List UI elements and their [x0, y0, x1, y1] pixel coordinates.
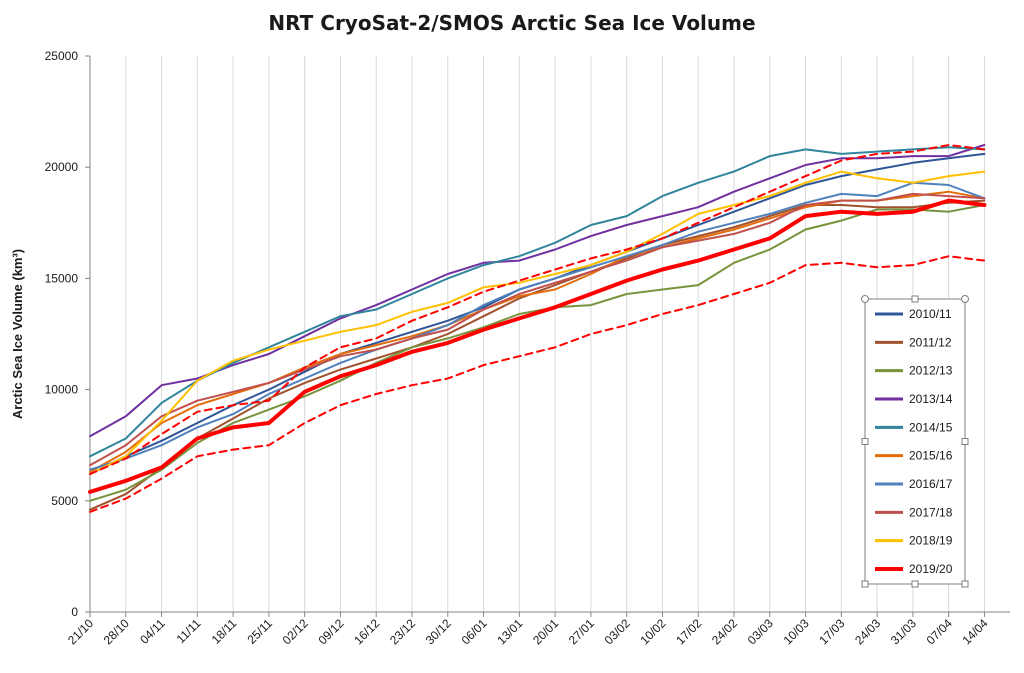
legend-resize-handle[interactable]	[861, 295, 869, 303]
x-tick-label: 18/11	[209, 616, 240, 647]
series-line-2017-18	[89, 192, 986, 467]
y-tick-label: 20000	[45, 160, 79, 174]
series-line-2013-14	[89, 144, 986, 438]
x-tick-label: 07/04	[924, 616, 955, 647]
x-tick-label: 16/12	[351, 616, 382, 647]
series-line-2014-15	[89, 146, 986, 458]
x-tick-label: 27/01	[566, 616, 597, 647]
x-tick-label: 03/03	[745, 616, 776, 647]
legend-resize-handle[interactable]	[861, 580, 869, 588]
legend-label: 2012/13	[909, 364, 953, 378]
series-line-dashed	[89, 144, 986, 476]
y-ticks: 0 5000 10000 15000 20000 25000	[45, 49, 79, 619]
legend-resize-handle[interactable]	[961, 580, 969, 588]
grid	[89, 56, 985, 612]
y-tick-label: 5000	[51, 494, 78, 508]
x-tick-label: 10/02	[637, 616, 668, 647]
legend-resize-handle[interactable]	[961, 438, 969, 445]
series-line-2018-19	[89, 170, 986, 476]
x-tick-label: 10/03	[781, 616, 812, 647]
series-line-2011-12	[89, 199, 986, 511]
legend-label: 2010/11	[909, 307, 952, 321]
x-tick-label: 24/03	[852, 616, 883, 647]
x-tick-label: 13/01	[494, 616, 525, 647]
series-lines	[88, 144, 987, 513]
x-tick-label: 03/02	[602, 616, 633, 647]
x-tick-label: 17/02	[673, 616, 704, 647]
x-tick-label: 25/11	[245, 616, 276, 647]
x-tick-label: 31/03	[888, 616, 919, 647]
y-tick-label: 0	[71, 605, 78, 619]
legend-resize-handle[interactable]	[911, 580, 919, 588]
legend-label: 2016/17	[909, 477, 953, 491]
y-tick-label: 10000	[45, 383, 79, 397]
x-tick-label: 28/10	[101, 616, 132, 647]
x-tick-label: 20/01	[530, 616, 561, 647]
x-ticks: 21/10 28/10 04/11 11/11 18/11 25/11 02/12 09/12…	[65, 616, 991, 647]
x-tick-label: 06/01	[459, 616, 490, 647]
x-tick-label: 09/12	[315, 616, 346, 647]
y-axis-label: Arctic Sea Ice Volume (km³)	[10, 249, 25, 419]
legend-label: 2015/16	[909, 449, 953, 463]
x-tick-label: 02/12	[280, 616, 311, 647]
legend-resize-handle[interactable]	[861, 438, 869, 445]
x-tick-label: 21/10	[65, 616, 96, 647]
x-tick-label: 14/04	[959, 616, 990, 647]
axes	[85, 55, 1010, 617]
legend-label: 2011/12	[909, 335, 952, 349]
series-line-2016-17	[89, 181, 986, 471]
legend-resize-handle[interactable]	[961, 295, 969, 303]
legend-label: 2014/15	[909, 420, 953, 434]
legend-label: 2017/18	[909, 505, 953, 519]
chart-title: NRT CryoSat-2/SMOS Arctic Sea Ice Volume	[268, 11, 755, 35]
x-tick-label: 11/11	[174, 616, 204, 646]
legend-resize-handle[interactable]	[911, 295, 919, 303]
legend[interactable]: 2010/11 2011/12 2012/13 2013/14 2014/15 2015/…	[861, 295, 969, 588]
series-line-2019-20	[88, 198, 987, 494]
legend-label: 2019/20	[909, 562, 953, 576]
x-tick-label: 24/02	[709, 616, 740, 647]
legend-label: 2013/14	[909, 392, 953, 406]
y-tick-label: 25000	[45, 49, 79, 63]
series-line-2012-13	[89, 204, 986, 502]
legend-label: 2018/19	[909, 534, 953, 548]
y-tick-label: 15000	[45, 271, 79, 285]
x-tick-label: 30/12	[423, 616, 454, 647]
x-tick-label: 17/03	[816, 616, 847, 647]
series-line-dashed	[89, 255, 986, 513]
x-tick-label: 23/12	[387, 616, 418, 647]
x-tick-label: 04/11	[137, 616, 168, 647]
